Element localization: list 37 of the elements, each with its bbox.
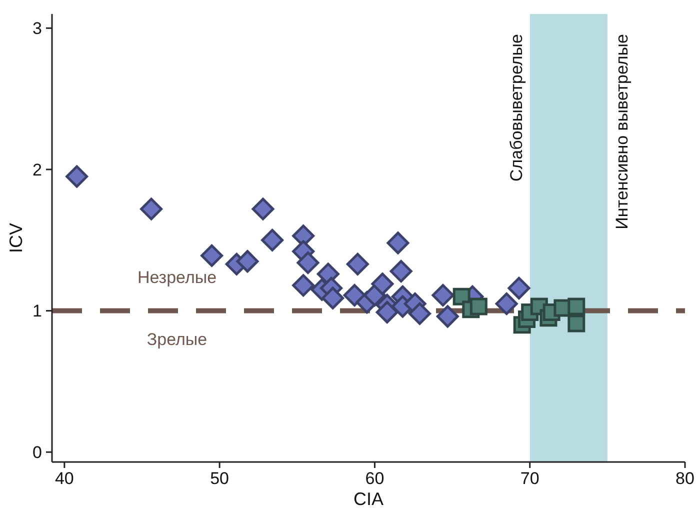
point	[408, 302, 431, 325]
y-tick-label: 0	[32, 443, 42, 462]
point	[470, 298, 488, 316]
point	[371, 272, 394, 296]
point	[292, 274, 315, 297]
band-label: Слабовыветрелые	[506, 34, 526, 182]
point	[236, 250, 259, 273]
point	[386, 232, 410, 254]
point	[140, 198, 163, 220]
x-axis-title: CIA	[353, 489, 384, 509]
x-tick-label: 50	[210, 469, 230, 488]
point	[495, 292, 518, 315]
x-tick-label: 80	[676, 469, 694, 488]
point	[252, 198, 274, 220]
point	[261, 228, 284, 252]
point	[390, 260, 412, 282]
point	[508, 276, 530, 300]
point	[200, 244, 224, 267]
point	[568, 298, 586, 316]
annotation: Зрелые	[146, 330, 208, 349]
point	[346, 252, 369, 276]
y-tick-label: 2	[32, 160, 42, 180]
x-tick-label: 60	[365, 469, 384, 488]
point	[296, 251, 320, 274]
point	[376, 300, 398, 324]
point	[322, 286, 344, 310]
x-tick-label: 70	[520, 469, 540, 488]
ref-line-label: Незрелые	[137, 268, 217, 287]
y-axis-title: ICV	[6, 222, 26, 254]
point	[66, 165, 88, 188]
point	[432, 284, 454, 306]
x-tick-label: 40	[54, 469, 74, 488]
y-tick-label: 3	[32, 19, 42, 38]
point	[568, 314, 586, 332]
point	[436, 305, 459, 328]
y-tick-label: 1	[32, 302, 42, 321]
annotation: Интенсивно выветрелые	[612, 34, 632, 230]
